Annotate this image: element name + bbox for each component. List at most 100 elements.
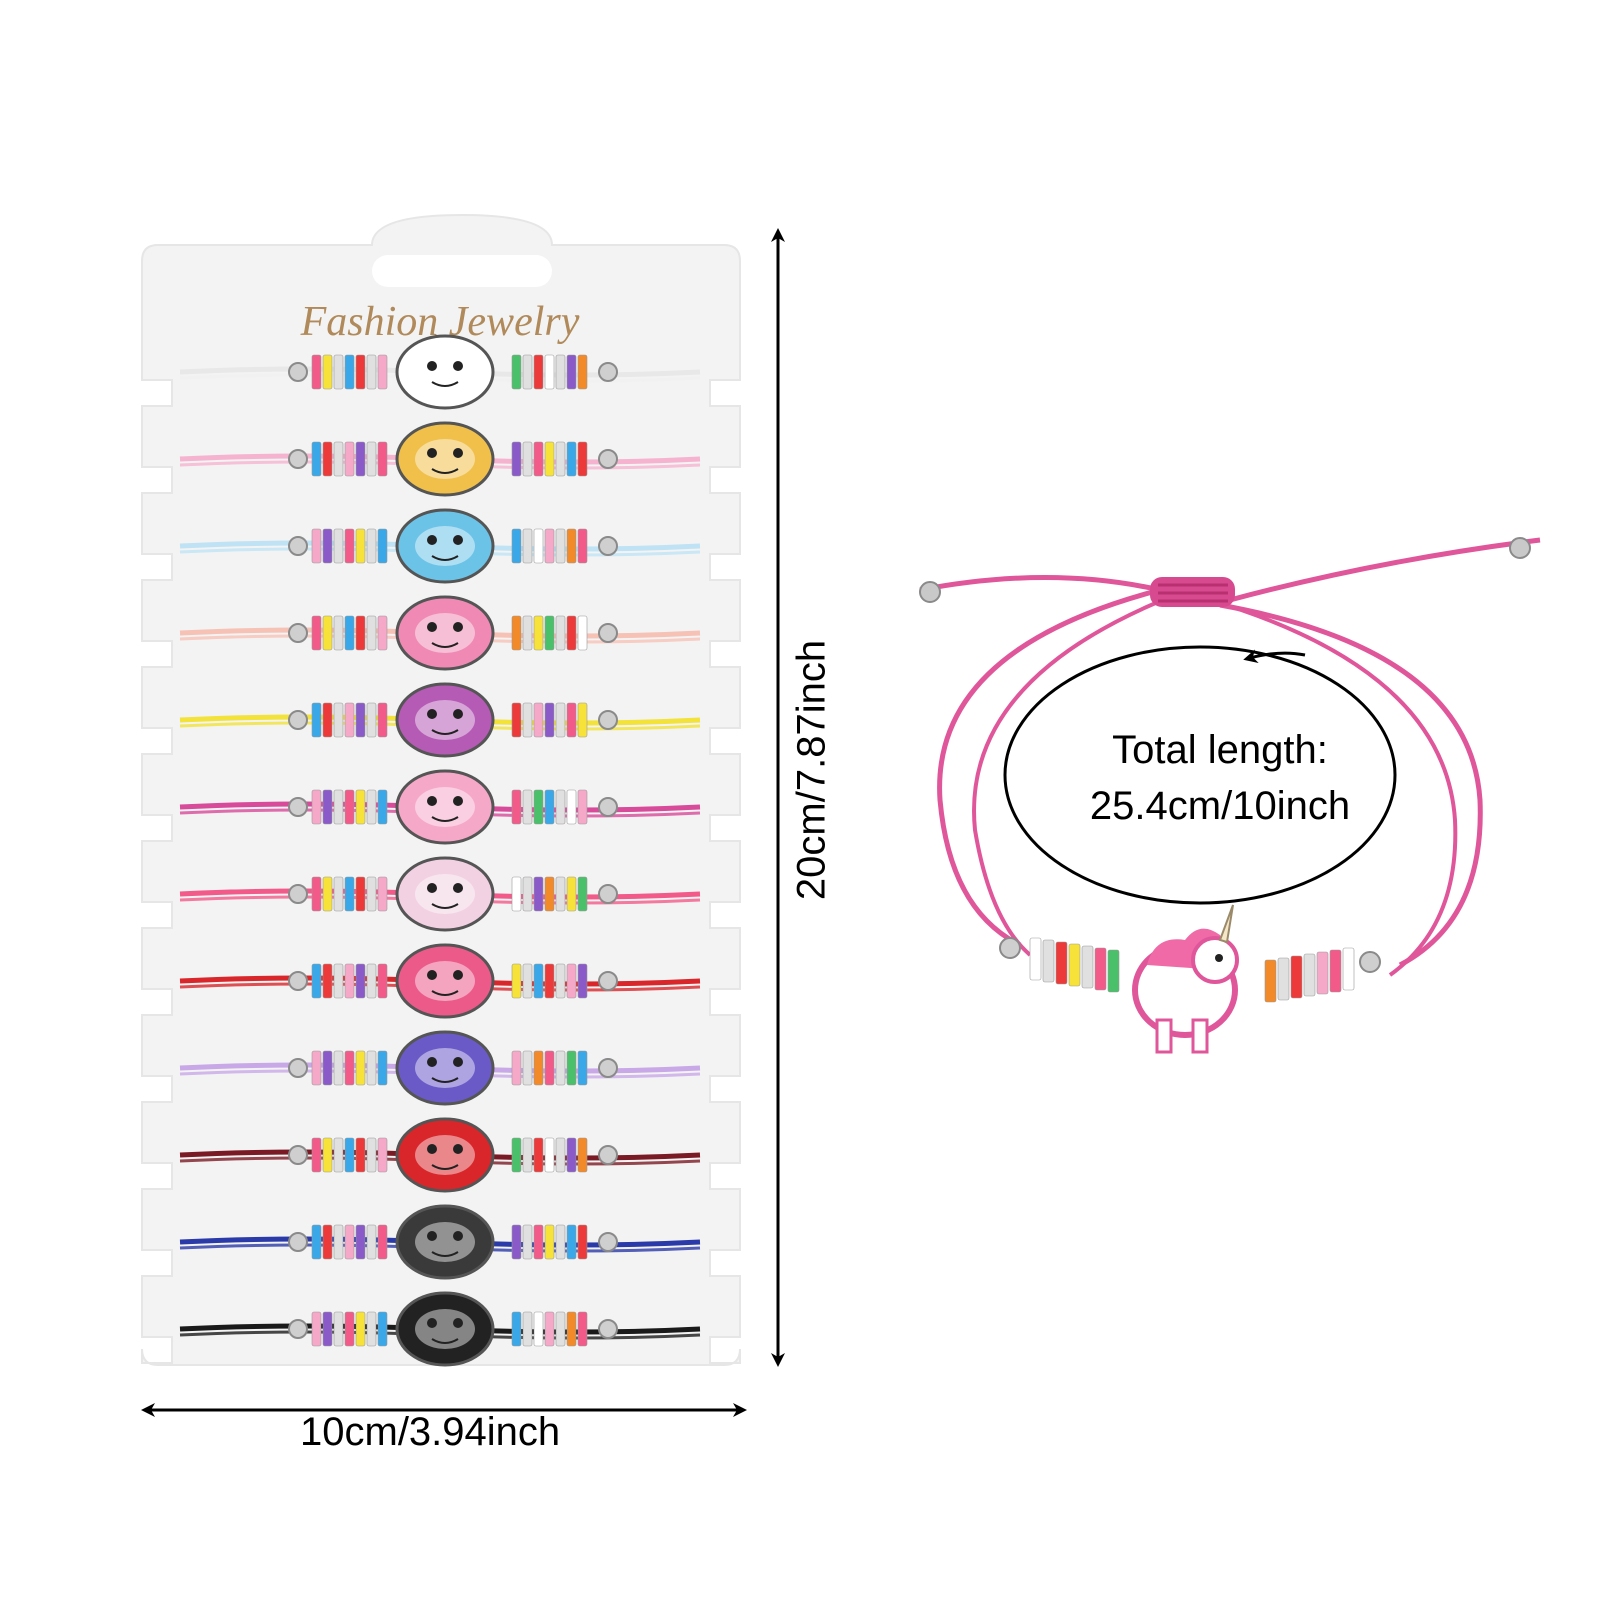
clay-bead [1029, 937, 1042, 981]
clay-bead [377, 1311, 388, 1347]
clay-bead [577, 1224, 588, 1260]
clay-bead [1094, 947, 1107, 991]
total-length-label: Total length: 25.4cm/10inch [1015, 722, 1425, 834]
clay-bead [566, 528, 577, 564]
clay-bead [555, 1311, 566, 1347]
clay-bead [566, 702, 577, 738]
clay-bead [366, 1224, 377, 1260]
clay-bead [522, 963, 533, 999]
clay-bead [577, 1311, 588, 1347]
silver-bead [598, 623, 618, 643]
clay-bead [1081, 945, 1094, 989]
unicorn-icon [395, 769, 495, 845]
evil-eye-icon [395, 1204, 495, 1280]
fox-icon [395, 1117, 495, 1193]
silver-bead [288, 797, 308, 817]
clay-bead [333, 615, 344, 651]
clay-bead [366, 1137, 377, 1173]
clay-bead [577, 528, 588, 564]
card-width-label: 10cm/3.94inch [300, 1410, 561, 1454]
clay-bead [577, 876, 588, 912]
bracelet [179, 943, 701, 1019]
clay-bead [322, 1224, 333, 1260]
clay-bead [355, 702, 366, 738]
single-bracelet [919, 537, 1541, 1054]
bracelet [179, 1204, 701, 1280]
clay-bead [333, 441, 344, 477]
clay-bead [577, 441, 588, 477]
silver-bead [598, 1319, 618, 1339]
tree-of-life-icon [395, 1291, 495, 1367]
bracelet [179, 595, 701, 671]
clay-bead [544, 354, 555, 390]
clay-bead [544, 441, 555, 477]
clay-bead [355, 1050, 366, 1086]
clay-bead [333, 702, 344, 738]
clay-bead [1042, 939, 1055, 983]
end-bead [1509, 537, 1531, 559]
clay-bead [311, 528, 322, 564]
butterfly-icon [395, 508, 495, 584]
clay-bead [366, 789, 377, 825]
clay-bead [555, 876, 566, 912]
clay-bead [511, 963, 522, 999]
clay-bead [322, 1137, 333, 1173]
clay-bead [333, 1137, 344, 1173]
silver-bead [288, 1145, 308, 1165]
clay-bead [511, 528, 522, 564]
clay-bead [1107, 949, 1120, 993]
clay-bead [566, 789, 577, 825]
clay-bead [366, 876, 377, 912]
clay-bead [311, 1224, 322, 1260]
elephant-icon [395, 595, 495, 671]
clay-bead [555, 615, 566, 651]
bracelet-list [179, 334, 701, 1367]
clay-bead [566, 1050, 577, 1086]
clay-bead [522, 789, 533, 825]
clay-bead [511, 1311, 522, 1347]
clay-bead [355, 876, 366, 912]
clay-bead [355, 1224, 366, 1260]
clay-bead [366, 1311, 377, 1347]
silver-bead [598, 1058, 618, 1078]
clay-bead [355, 789, 366, 825]
clay-bead [355, 1137, 366, 1173]
clay-bead [566, 441, 577, 477]
clay-bead [311, 1311, 322, 1347]
silver-bead [288, 1319, 308, 1339]
clay-bead [566, 1137, 577, 1173]
clay-bead [577, 963, 588, 999]
clay-bead [555, 441, 566, 477]
clay-bead [322, 876, 333, 912]
clay-bead [377, 528, 388, 564]
bracelet [179, 334, 701, 410]
clay-bead [311, 963, 322, 999]
clay-bead [566, 1311, 577, 1347]
clay-bead [566, 876, 577, 912]
clay-bead [511, 789, 522, 825]
clay-bead [344, 1137, 355, 1173]
clay-bead [533, 441, 544, 477]
card-height-label: 20cm/7.87inch [789, 639, 834, 901]
silver-bead [288, 884, 308, 904]
clay-bead [344, 789, 355, 825]
silver-bead [999, 937, 1021, 959]
clay-bead [344, 615, 355, 651]
clay-bead [533, 789, 544, 825]
clay-bead [344, 876, 355, 912]
clay-bead [311, 615, 322, 651]
bracelet [179, 856, 701, 932]
cat-face-icon [395, 334, 495, 410]
silver-bead [598, 362, 618, 382]
clay-bead [533, 876, 544, 912]
silver-bead [288, 449, 308, 469]
clay-bead [322, 528, 333, 564]
bracelet [179, 1030, 701, 1106]
clay-bead [333, 528, 344, 564]
clay-bead [333, 354, 344, 390]
clay-bead [533, 1050, 544, 1086]
clay-bead [577, 1050, 588, 1086]
clay-bead [322, 1311, 333, 1347]
clay-bead [555, 528, 566, 564]
